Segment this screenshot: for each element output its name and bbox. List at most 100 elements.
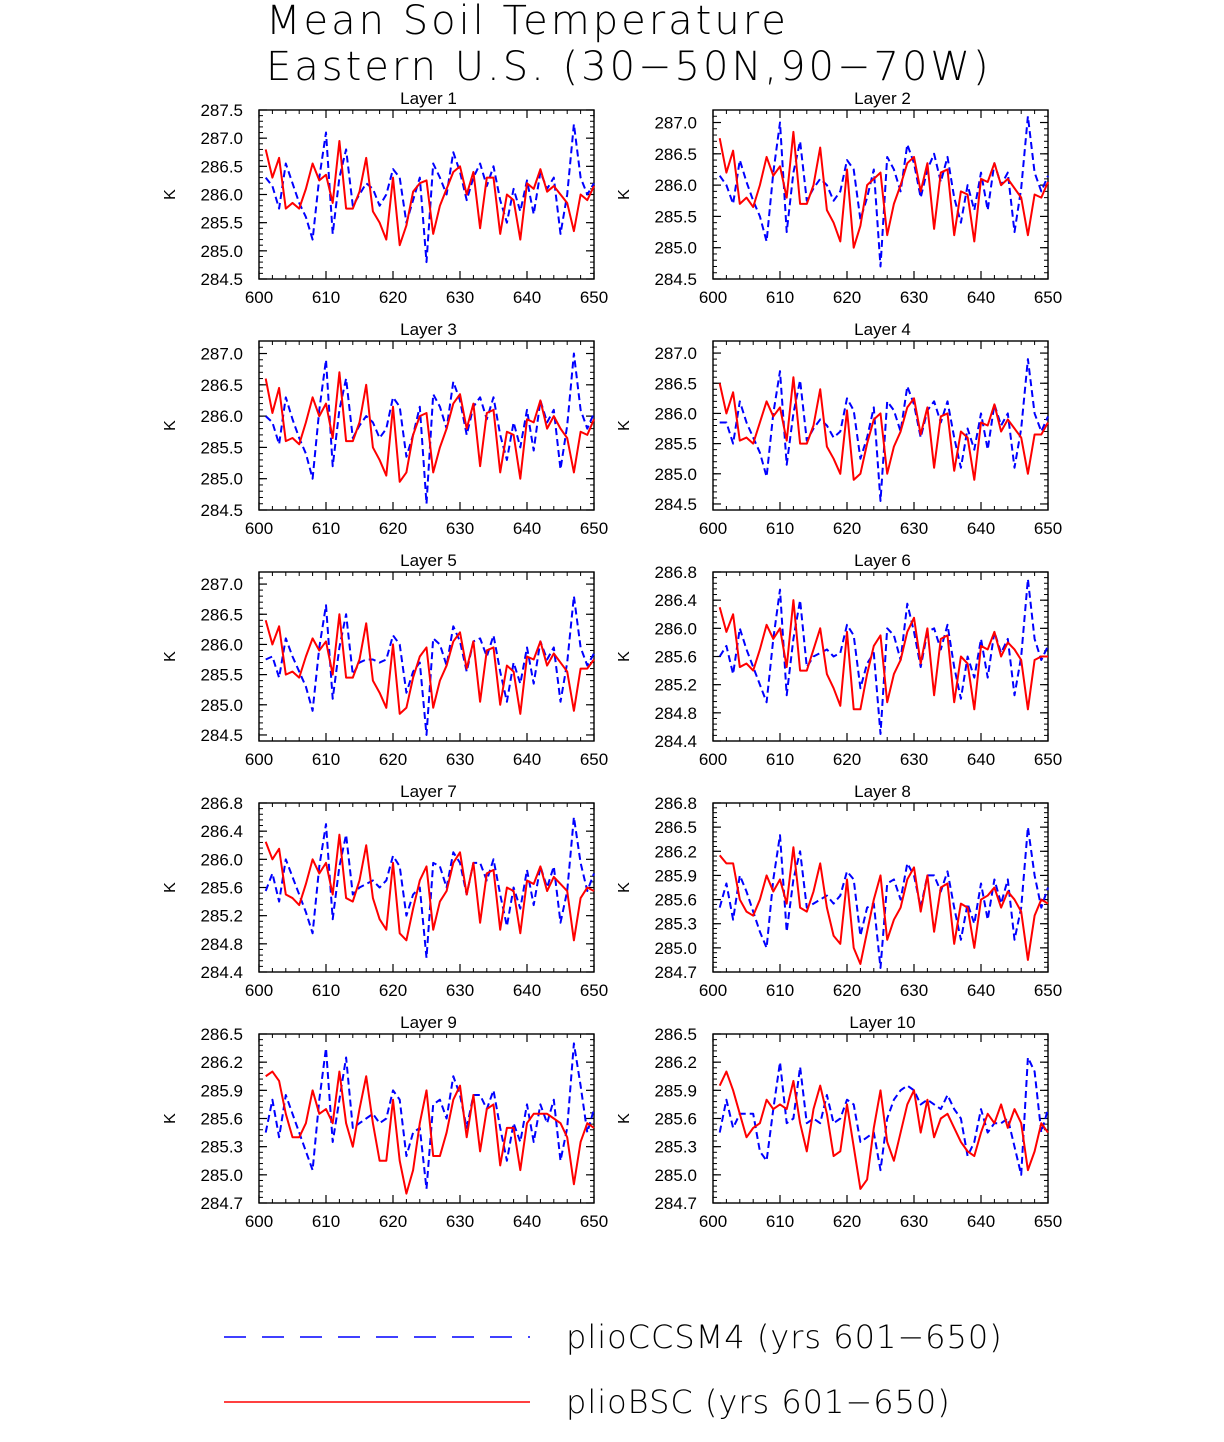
layer-5-ytick-label: 285.0 — [200, 696, 243, 715]
layer-3-xtick-label: 640 — [513, 519, 541, 538]
layer-6-panel: Layer 6 600 610 620 630 640 650 286.8 286.4 286.0… — [616, 551, 1062, 769]
layer-8-xtick-label: 620 — [833, 981, 861, 1000]
layer-7-ytick-label: 286.4 — [200, 822, 243, 841]
layer-1-panel: Layer 1 600 610 620 630 640 650 287.5 287.0 286.5… — [162, 89, 608, 307]
layer-8-ytick-label: 286.5 — [654, 818, 697, 837]
layer-4-xtick-label: 600 — [699, 519, 727, 538]
layer-9-pliocsm4-line — [264, 1042, 595, 1190]
layer-6-ytick-label: 286.8 — [654, 563, 697, 582]
layer-10-pliobsc-line — [718, 1070, 1049, 1190]
layer-8-ytick-label: 286.8 — [654, 794, 697, 813]
layer-10-xtick-label: 620 — [833, 1212, 861, 1231]
layer-5-xtick-label: 650 — [580, 750, 608, 769]
layer-10-xtick-label: 600 — [699, 1212, 727, 1231]
layer-1-title: Layer 1 — [400, 89, 457, 108]
layer-4-ytick-label: 287.0 — [654, 344, 697, 363]
layer-1-ytick-label: 286.5 — [200, 157, 243, 176]
layer-1-xtick-label: 610 — [312, 288, 340, 307]
layer-5-xtick-label: 600 — [245, 750, 273, 769]
layer-3-pliobsc-line — [264, 371, 595, 483]
layer-6-xtick-label: 610 — [766, 750, 794, 769]
layer-9-xtick-label: 650 — [580, 1212, 608, 1231]
layer-6-ylabel: K — [616, 651, 633, 662]
layer-5-ylabel: K — [162, 651, 179, 662]
layer-6-frame — [712, 571, 1049, 742]
layer-5-xtick-label: 640 — [513, 750, 541, 769]
layer-9-xtick-label: 610 — [312, 1212, 340, 1231]
layer-5-ytick-label: 286.0 — [200, 635, 243, 654]
layer-1-ylabel: K — [162, 189, 179, 200]
layer-7-ytick-label: 284.4 — [200, 963, 243, 982]
layer-3-xtick-label: 650 — [580, 519, 608, 538]
layer-4-ylabel: K — [616, 420, 633, 431]
layer-9-ytick-label: 284.7 — [200, 1194, 243, 1213]
layer-8-ytick-label: 285.0 — [654, 939, 697, 958]
layer-8-title: Layer 8 — [854, 782, 911, 801]
layer-3-xtick-label: 600 — [245, 519, 273, 538]
layer-10-ytick-label: 286.5 — [654, 1025, 697, 1044]
layer-10-ytick-label: 285.6 — [654, 1110, 697, 1129]
layer-9-title: Layer 9 — [400, 1013, 457, 1032]
layer-1-ytick-label: 287.0 — [200, 129, 243, 148]
layer-5-xtick-label: 620 — [379, 750, 407, 769]
layer-10-ytick-label: 285.9 — [654, 1081, 697, 1100]
layer-1-ytick-label: 286.0 — [200, 186, 243, 205]
layer-1-ytick-label: 287.5 — [200, 101, 243, 120]
figure-title-line1: Mean Soil Temperature — [266, 0, 789, 44]
legend-label-pliocsm4: plioCCSM4 (yrs 601−650) — [566, 1318, 1003, 1356]
layer-10-ytick-label: 285.3 — [654, 1138, 697, 1157]
layer-4-ytick-label: 285.0 — [654, 465, 697, 484]
layer-5-panel: Layer 5 600 610 620 630 640 650 287.0 286.5 286.0… — [162, 551, 608, 769]
layer-6-xtick-label: 640 — [967, 750, 995, 769]
layer-3-ytick-label: 286.5 — [200, 376, 243, 395]
layer-7-ytick-label: 286.0 — [200, 850, 243, 869]
layer-6-pliobsc-line — [718, 599, 1048, 711]
layer-2-xtick-label: 610 — [766, 288, 794, 307]
layer-9-xtick-label: 630 — [446, 1212, 474, 1231]
layer-8-ylabel: K — [616, 882, 633, 893]
layer-9-pliobsc-line — [265, 1070, 595, 1195]
layer-10-xtick-label: 650 — [1034, 1212, 1062, 1231]
legend: plioCCSM4 (yrs 601−650) plioBSC (yrs 601… — [224, 1318, 1003, 1421]
layer-2-ytick-label: 286.5 — [654, 145, 697, 164]
layer-2-xtick-label: 630 — [900, 288, 928, 307]
layer-3-title: Layer 3 — [400, 320, 457, 339]
layer-10-panel: Layer 10 600 610 620 630 640 650 286.5 286.2 285.… — [616, 1013, 1062, 1231]
layer-9-xtick-label: 640 — [513, 1212, 541, 1231]
layer-2-ytick-label: 286.0 — [654, 176, 697, 195]
layer-9-ytick-label: 286.2 — [200, 1053, 243, 1072]
layer-4-xtick-label: 630 — [900, 519, 928, 538]
layer-7-frame — [258, 802, 595, 973]
layer-4-xtick-label: 650 — [1034, 519, 1062, 538]
layer-4-xtick-label: 610 — [766, 519, 794, 538]
layer-2-pliobsc-line — [718, 130, 1049, 249]
layer-10-xtick-label: 640 — [967, 1212, 995, 1231]
layer-8-ytick-label: 285.3 — [654, 915, 697, 934]
layer-3-frame — [258, 340, 595, 511]
legend-label-pliobsc: plioBSC (yrs 601−650) — [566, 1383, 951, 1421]
layer-10-xtick-label: 630 — [900, 1212, 928, 1231]
layer-1-xtick-label: 630 — [446, 288, 474, 307]
layer-6-ytick-label: 285.6 — [654, 648, 697, 667]
layer-5-ytick-label: 286.5 — [200, 605, 243, 624]
layer-5-pliocsm4-line — [265, 595, 595, 736]
layer-9-xtick-label: 600 — [245, 1212, 273, 1231]
layer-4-ytick-label: 284.5 — [654, 495, 697, 514]
layer-9-ylabel: K — [162, 1113, 179, 1124]
layer-8-xtick-label: 640 — [967, 981, 995, 1000]
layer-7-ytick-label: 285.6 — [200, 879, 243, 898]
layer-10-title: Layer 10 — [849, 1013, 915, 1032]
layer-2-ytick-label: 285.5 — [654, 207, 697, 226]
layer-4-ytick-label: 286.0 — [654, 404, 697, 423]
layer-2-pliocsm4-line — [718, 115, 1049, 268]
layer-3-ytick-label: 285.5 — [200, 438, 243, 457]
layer-6-ytick-label: 286.4 — [654, 591, 697, 610]
layer-7-title: Layer 7 — [400, 782, 457, 801]
layer-5-pliobsc-line — [264, 613, 595, 715]
layer-8-ytick-label: 285.9 — [654, 866, 697, 885]
layer-2-ytick-label: 287.0 — [654, 114, 697, 133]
layer-2-ylabel: K — [616, 189, 633, 200]
layer-7-xtick-label: 640 — [513, 981, 541, 1000]
layer-1-xtick-label: 620 — [379, 288, 407, 307]
